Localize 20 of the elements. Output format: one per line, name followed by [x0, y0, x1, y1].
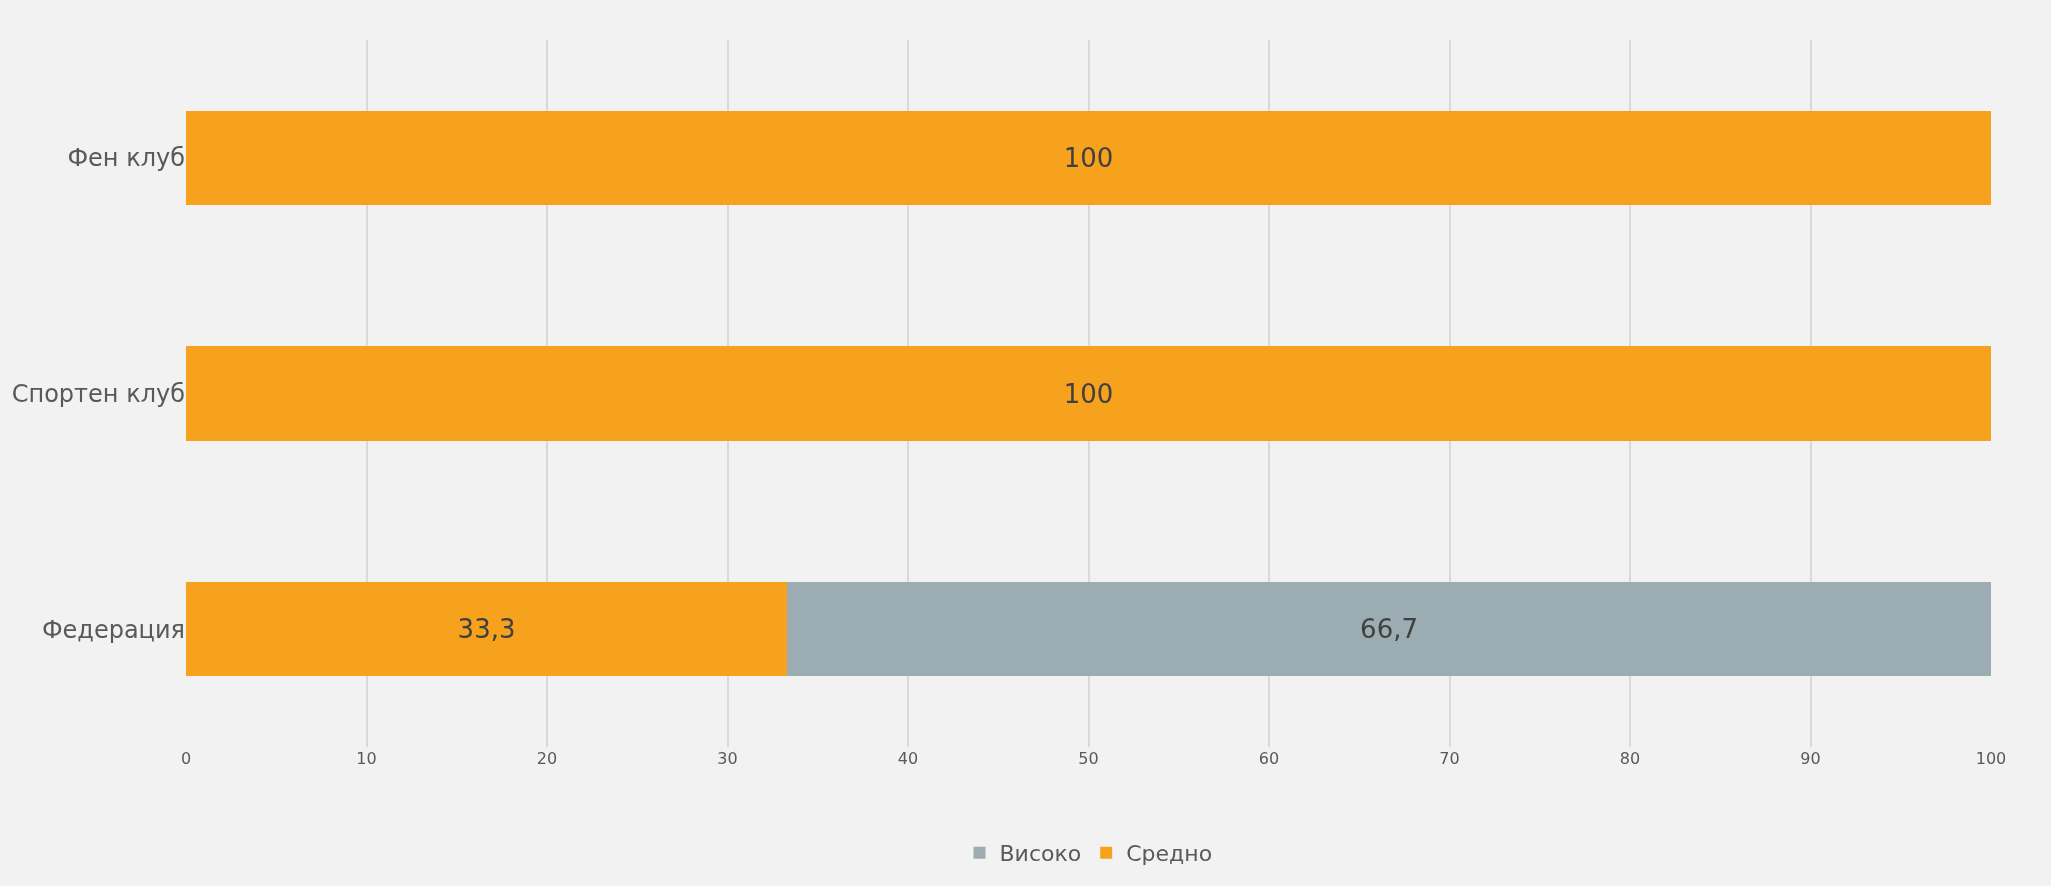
y-tick-label: Фен клуб — [67, 144, 185, 173]
data-label: 100 — [1063, 142, 1114, 173]
x-tick-label: 30 — [717, 749, 738, 768]
x-tick-label: 0 — [180, 749, 192, 768]
x-tick-label: 50 — [1078, 749, 1099, 768]
data-label: 33,3 — [457, 614, 516, 645]
legend-label: Средно — [1126, 841, 1213, 867]
x-tick-label: 40 — [897, 749, 919, 768]
x-tick-label: 90 — [1800, 749, 1821, 768]
data-label: 100 — [1063, 378, 1114, 409]
x-tick-label: 10 — [356, 749, 377, 768]
y-tick-label: Спортен клуб — [11, 379, 185, 408]
x-tick-label: 70 — [1439, 749, 1460, 768]
y-tick-label: Федерация — [41, 615, 185, 644]
x-tick-label: 80 — [1619, 749, 1641, 768]
x-tick-label: 100 — [1975, 749, 2007, 768]
x-tick-label: 20 — [536, 749, 558, 768]
legend-label: Високо — [999, 841, 1082, 867]
data-label: 66,7 — [1360, 614, 1418, 645]
x-tick-label: 60 — [1258, 749, 1280, 768]
